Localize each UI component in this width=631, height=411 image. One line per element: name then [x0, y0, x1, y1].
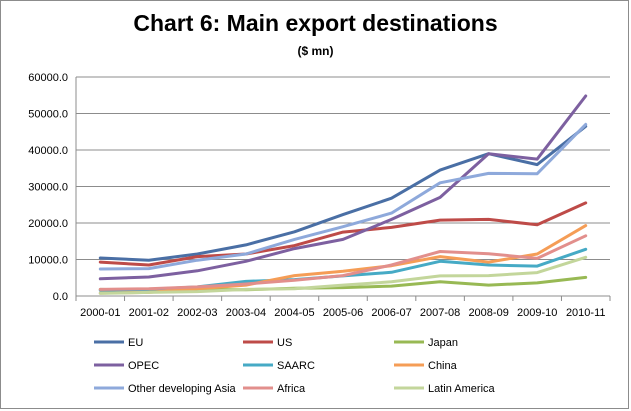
series-line-latin-america	[98, 255, 588, 295]
chart-subtitle: ($ mn)	[297, 44, 334, 58]
series-line-africa	[98, 234, 588, 291]
y-tick-label: 10000.0	[28, 255, 68, 267]
x-tick-label: 2000-01	[80, 307, 120, 319]
x-tick-label: 2003-04	[226, 307, 266, 319]
x-tick-label: 2005-06	[323, 307, 363, 319]
series-line-other-developing-asia	[98, 122, 588, 271]
axes: 0.0 10000.0 20000.0 30000.0 40000.0 50000.0 60…	[28, 72, 611, 319]
series-line-opec	[98, 94, 588, 281]
series-lines	[98, 94, 588, 295]
y-tick-label: 60000.0	[28, 72, 68, 84]
gridlines	[76, 76, 610, 260]
legend-label-japan: Japan	[428, 337, 458, 349]
x-tick-label: 2007-08	[420, 307, 460, 319]
x-tick-label: 2004-05	[274, 307, 314, 319]
x-tick-label: 2009-10	[517, 307, 557, 319]
series-line-china	[98, 224, 588, 295]
y-tick-label: 50000.0	[28, 109, 68, 121]
y-tick-label: 40000.0	[28, 145, 68, 157]
legend: EU US Japan OPEC SAARC China Other developing …	[94, 337, 496, 395]
x-tick-label: 2002-03	[177, 307, 217, 319]
legend-label-africa: Africa	[277, 383, 306, 395]
x-tick-label: 2010-11	[566, 307, 606, 319]
series-line-us	[98, 201, 588, 267]
x-tick-label: 2001-02	[129, 307, 169, 319]
legend-label-latin-america: Latin America	[428, 383, 496, 395]
chart-title: Chart 6: Main export destinations	[133, 10, 498, 36]
x-tick-label: 2006-07	[371, 307, 411, 319]
series-line-eu	[98, 124, 588, 262]
x-tick-label: 2008-09	[468, 307, 508, 319]
legend-label-opec: OPEC	[128, 360, 159, 372]
y-tick-label: 0.0	[53, 291, 68, 303]
legend-label-other-developing-asia: Other developing Asia	[128, 383, 237, 395]
legend-label-china: China	[428, 360, 458, 372]
legend-label-saarc: SAARC	[277, 360, 315, 372]
y-tick-label: 20000.0	[28, 218, 68, 230]
y-tick-label: 30000.0	[28, 182, 68, 194]
legend-label-us: US	[277, 337, 292, 349]
legend-label-eu: EU	[128, 337, 143, 349]
